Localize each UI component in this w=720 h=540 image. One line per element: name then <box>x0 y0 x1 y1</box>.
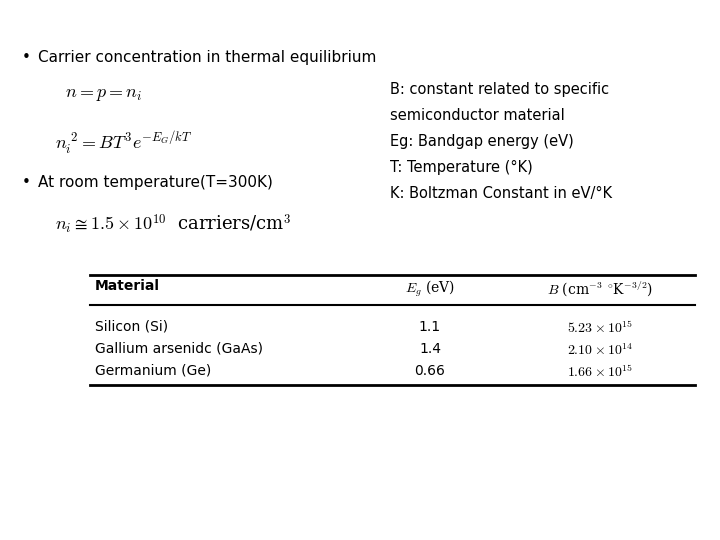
Text: 1.1: 1.1 <box>419 320 441 334</box>
Text: •: • <box>22 50 31 65</box>
Text: $2.10 \times 10^{14}$: $2.10 \times 10^{14}$ <box>567 342 633 357</box>
Text: $n = p = n_i$: $n = p = n_i$ <box>65 85 143 103</box>
Text: $1.66 \times 10^{15}$: $1.66 \times 10^{15}$ <box>567 364 633 380</box>
Text: $n_i^{\ 2} = BT^3 e^{-E_G/kT}$: $n_i^{\ 2} = BT^3 e^{-E_G/kT}$ <box>55 130 192 158</box>
Text: $n_i \cong 1.5 \times 10^{10}$  carriers/cm$^3$: $n_i \cong 1.5 \times 10^{10}$ carriers/… <box>55 212 292 235</box>
Text: Eg: Bandgap energy (eV): Eg: Bandgap energy (eV) <box>390 134 574 149</box>
Text: $E_g$ (eV): $E_g$ (eV) <box>405 279 455 299</box>
Text: 0.66: 0.66 <box>415 364 446 378</box>
Text: Carrier concentration in thermal equilibrium: Carrier concentration in thermal equilib… <box>38 50 377 65</box>
Text: B: constant related to specific: B: constant related to specific <box>390 82 609 97</box>
Text: 1.4: 1.4 <box>419 342 441 356</box>
Text: $B$ (cm$^{-3}$ $^{\circ}$K$^{-3/2}$): $B$ (cm$^{-3}$ $^{\circ}$K$^{-3/2}$) <box>547 279 653 298</box>
Text: •: • <box>22 175 31 190</box>
Text: Material: Material <box>95 279 160 293</box>
Text: Gallium arsenidc (GaAs): Gallium arsenidc (GaAs) <box>95 342 263 356</box>
Text: At room temperature(T=300K): At room temperature(T=300K) <box>38 175 273 190</box>
Text: semiconductor material: semiconductor material <box>390 108 564 123</box>
Text: Silicon (Si): Silicon (Si) <box>95 320 168 334</box>
Text: T: Temperature (°K): T: Temperature (°K) <box>390 160 533 175</box>
Text: K: Boltzman Constant in eV/°K: K: Boltzman Constant in eV/°K <box>390 186 612 201</box>
Text: Germanium (Ge): Germanium (Ge) <box>95 364 211 378</box>
Text: $5.23 \times 10^{15}$: $5.23 \times 10^{15}$ <box>567 320 633 336</box>
